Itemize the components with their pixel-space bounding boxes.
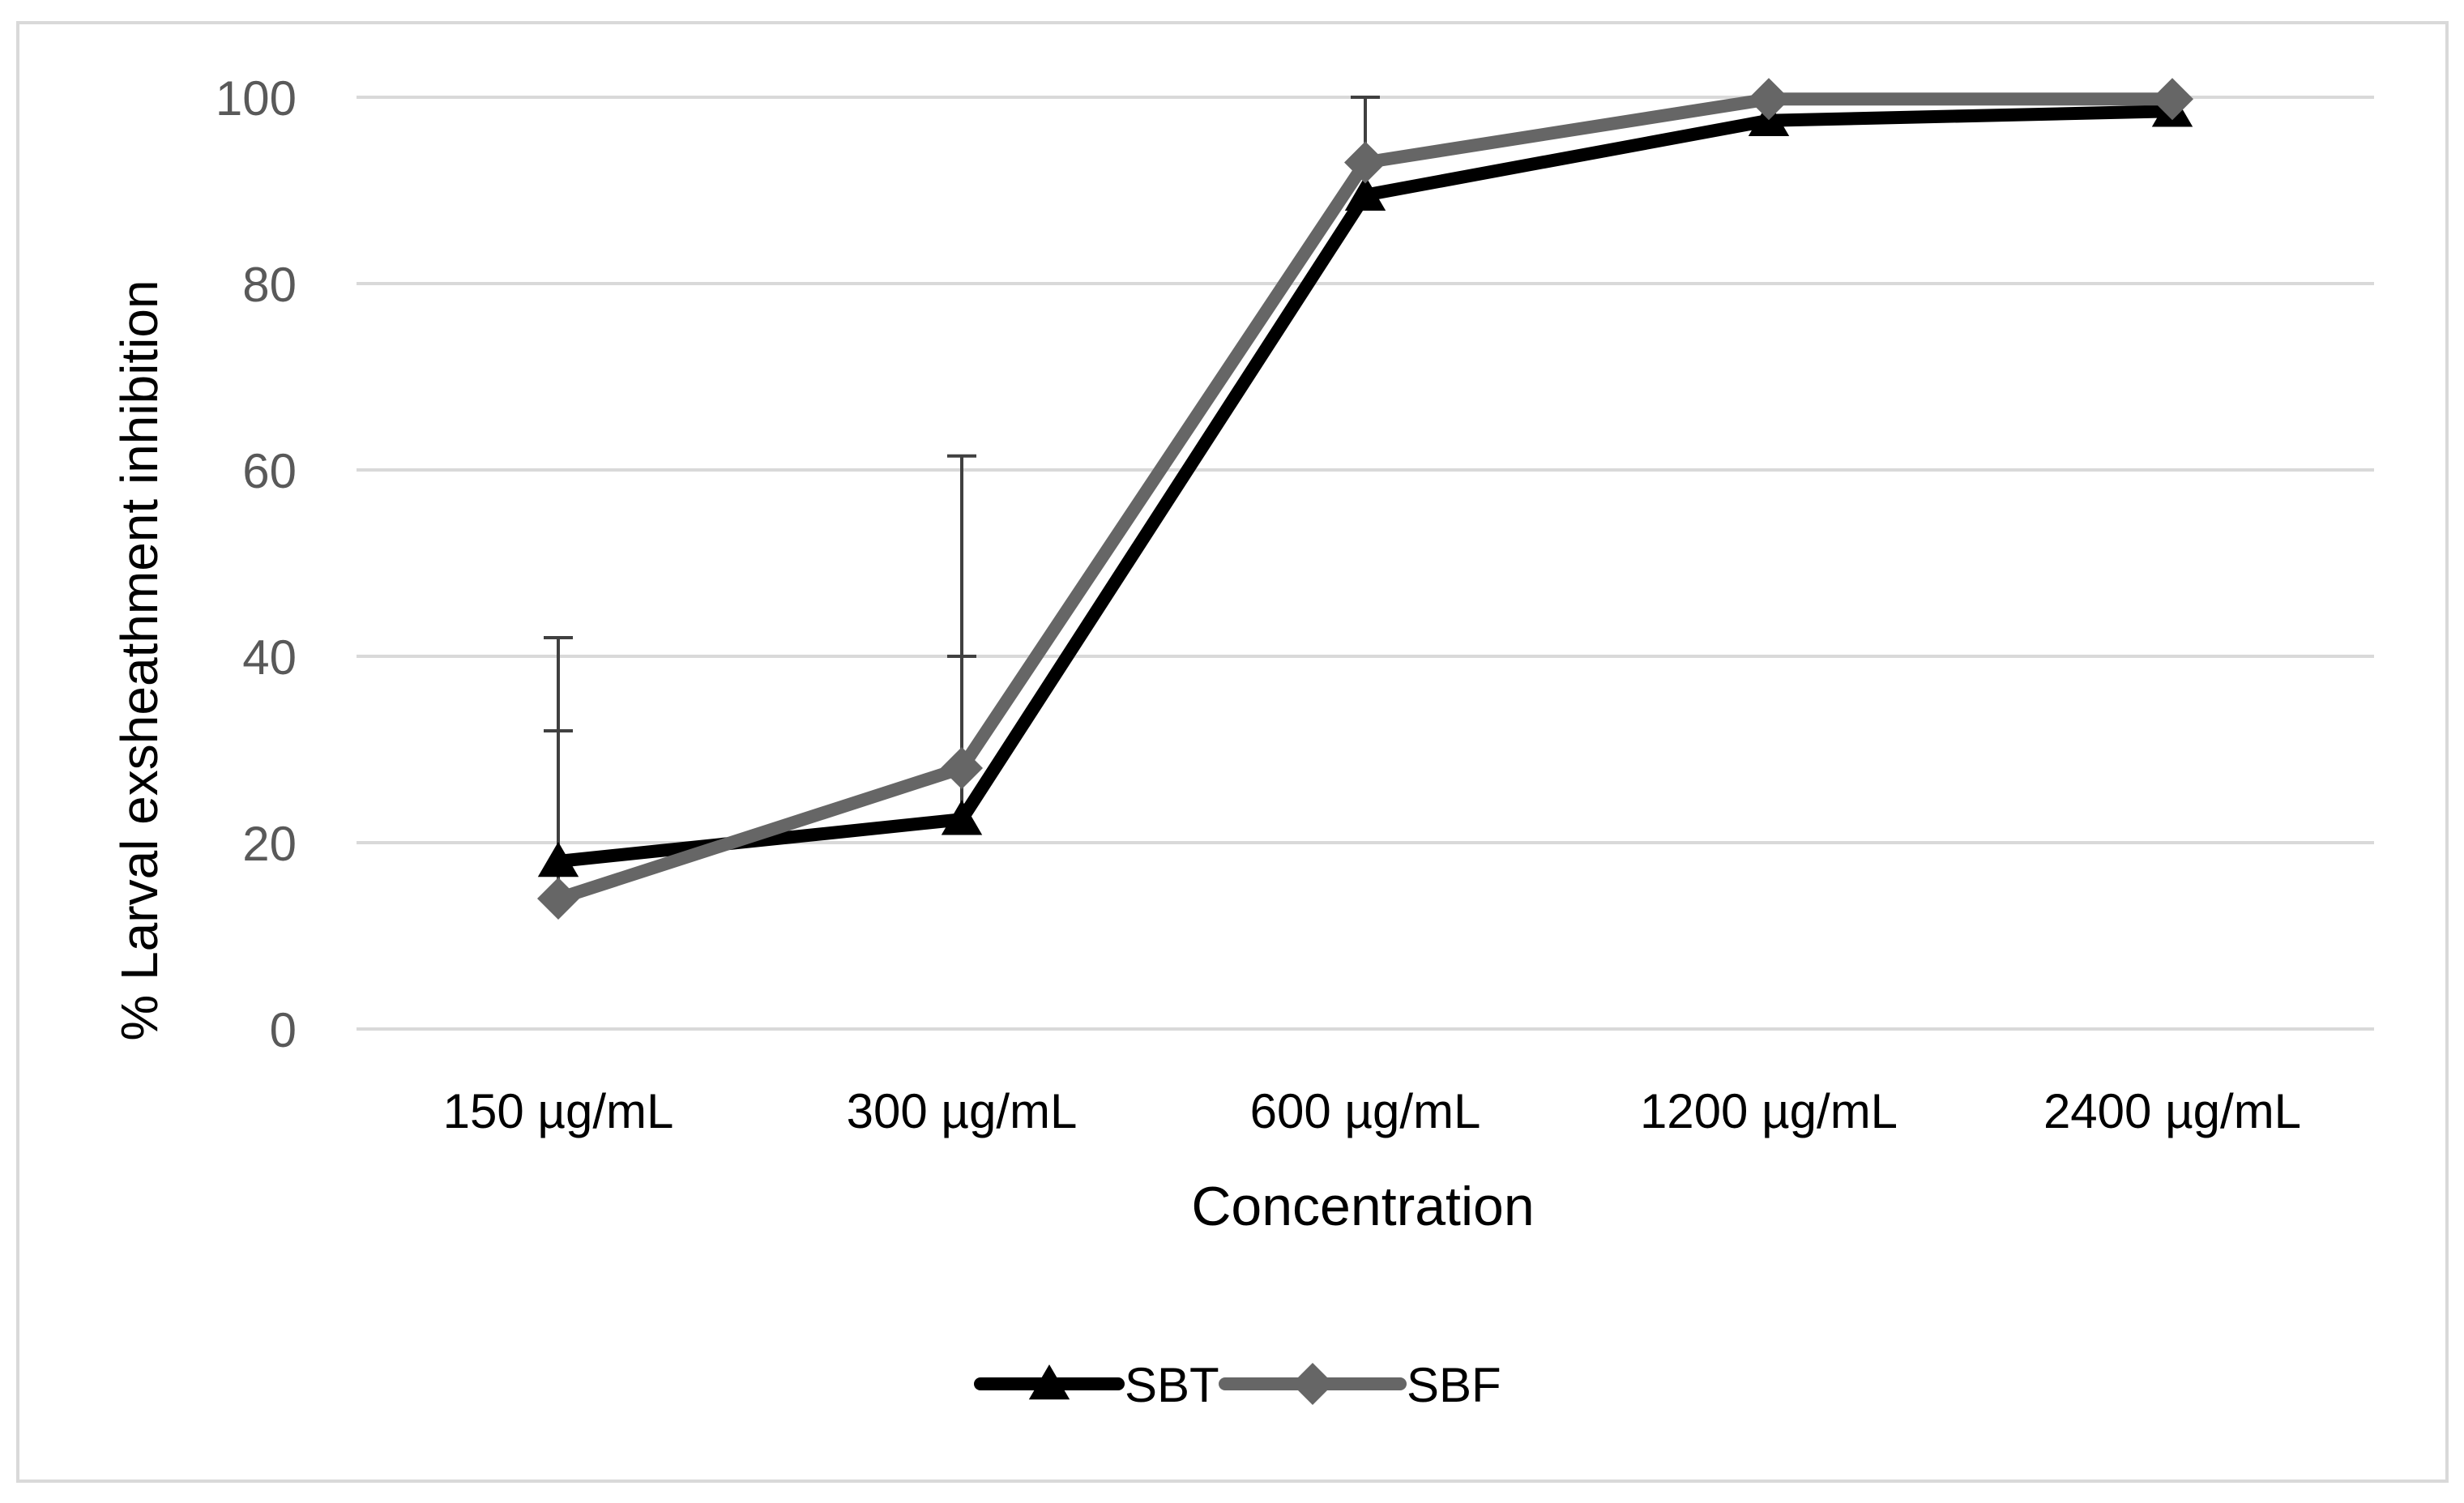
point-sbt-2 (1344, 175, 1386, 211)
y-tick-label: 60 (242, 444, 297, 498)
legend-label-sbt: SBT (1125, 1358, 1219, 1412)
y-tick-label: 0 (270, 1003, 297, 1057)
chart-frame (16, 21, 2449, 1483)
y-tick-labels: 0 20 40 60 80 100 (216, 71, 297, 1057)
y-tick-label: 20 (242, 817, 297, 871)
legend: SBT SBF (974, 1358, 1501, 1412)
y-tick-label: 40 (242, 630, 297, 685)
x-tick-labels: 150 µg/mL 300 µg/mL 600 µg/mL 1200 µg/mL 240… (443, 1084, 2301, 1138)
legend-marker-sbf (1292, 1363, 1334, 1405)
series-markers (537, 78, 2193, 920)
point-sbf-1 (941, 747, 983, 789)
point-sbf-2 (1344, 141, 1386, 184)
legend-marker-sbt (1028, 1364, 1070, 1400)
x-tick-label: 150 µg/mL (443, 1084, 674, 1138)
x-tick-label: 300 µg/mL (847, 1084, 1078, 1138)
legend-label-sbf: SBF (1407, 1358, 1501, 1412)
y-tick-label: 80 (242, 258, 297, 312)
point-sbf-3 (1748, 78, 1790, 121)
point-sbf-4 (2151, 78, 2193, 121)
y-axis-title: % Larval exsheathment inhibition (110, 280, 169, 1040)
y-tick-label: 100 (216, 71, 297, 126)
point-sbt-1 (941, 800, 983, 835)
x-axis-title: Concentration (1191, 1176, 1534, 1237)
x-tick-label: 1200 µg/mL (1640, 1084, 1898, 1138)
x-tick-label: 2400 µg/mL (2043, 1084, 2301, 1138)
x-tick-label: 600 µg/mL (1250, 1084, 1481, 1138)
point-sbt-0 (537, 842, 579, 877)
point-sbf-0 (537, 877, 579, 920)
